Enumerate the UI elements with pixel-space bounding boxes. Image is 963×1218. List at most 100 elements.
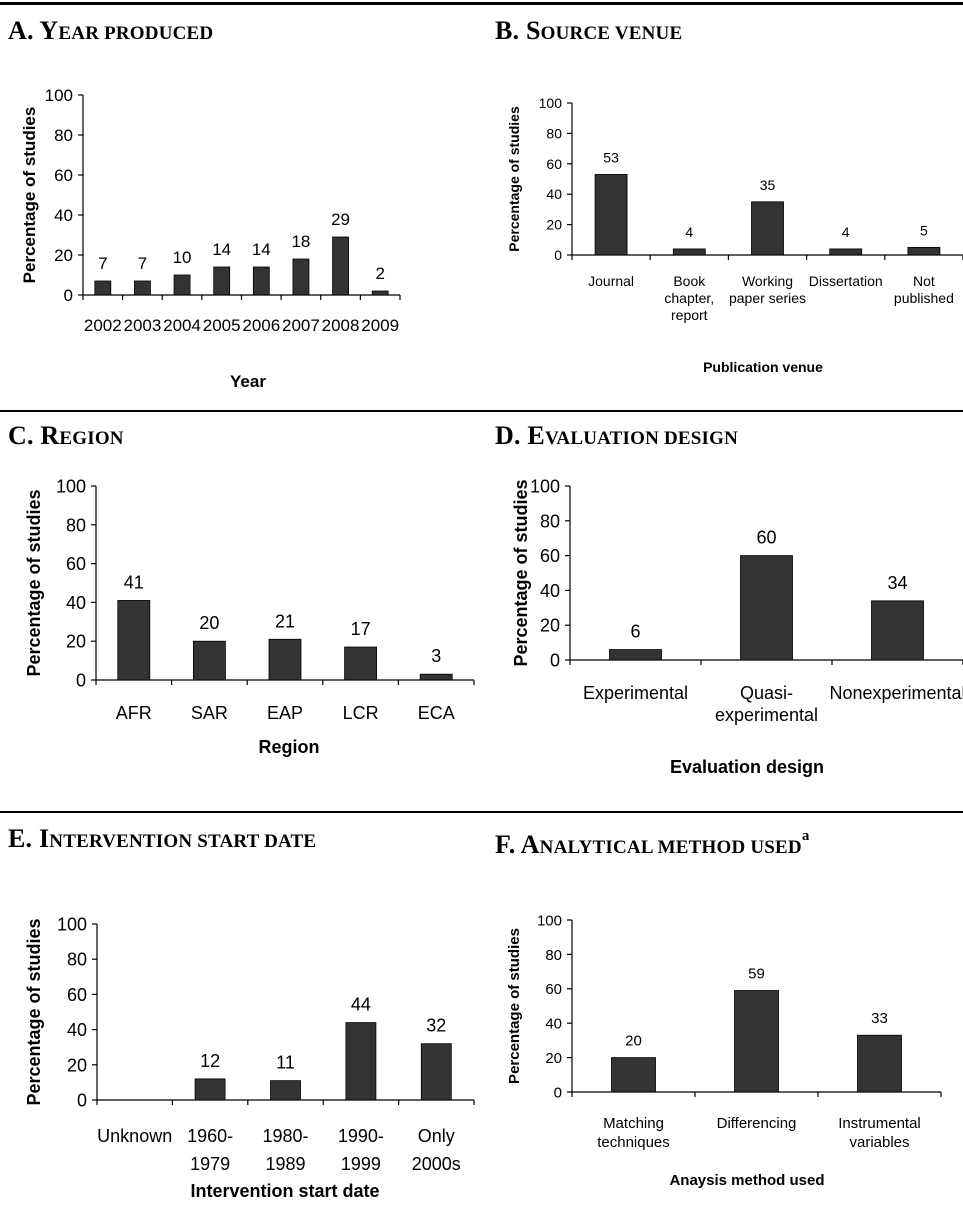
bar-d-1 <box>740 555 793 661</box>
data-label-e-1: 12 <box>200 1051 220 1071</box>
y-tick-label-b-40: 40 <box>546 186 562 202</box>
data-label-c-3: 17 <box>351 619 371 639</box>
y-tick-label-c-40: 40 <box>66 593 86 613</box>
bar-b-2 <box>751 201 784 256</box>
x-tick-label-b-2-1: paper series <box>729 290 806 306</box>
x-tick-label-f-0-1: techniques <box>597 1134 670 1151</box>
x-tick-label-c-1-0: SAR <box>191 703 228 723</box>
chart-intervention-start-date: 0 20 40 60 80 100 Unknown 12 1960- 1979 11 1980- 198… <box>24 914 475 1201</box>
x-tick-label-b-3-0: Dissertation <box>809 273 883 289</box>
x-tick-label-e-2-0: 1980- <box>262 1126 308 1146</box>
x-tick-label-c-4-0: ECA <box>418 703 455 723</box>
x-tick-label-a-0-0: 2002 <box>84 316 122 335</box>
data-label-b-1: 4 <box>685 224 693 240</box>
x-tick-label-a-3-0: 2005 <box>203 316 241 335</box>
y-tick-label-e-40: 40 <box>67 1020 87 1040</box>
data-label-d-1: 60 <box>756 528 776 548</box>
x-tick-label-f-2-0: Instrumental <box>838 1115 921 1132</box>
y-tick-label-c-20: 20 <box>66 632 86 652</box>
y-tick-label-f-40: 40 <box>545 1016 562 1033</box>
bar-f-0 <box>611 1057 656 1093</box>
data-label-a-3: 14 <box>212 240 231 259</box>
x-tick-label-e-4-0: Only <box>418 1126 455 1146</box>
x-tick-label-e-3-0: 1990- <box>338 1126 384 1146</box>
data-label-a-1: 7 <box>138 254 147 273</box>
y-axis-title-b: Percentage of studies <box>506 106 522 252</box>
data-label-b-4: 5 <box>920 222 928 238</box>
y-axis-title-d: Percentage of studies <box>511 479 531 666</box>
panel-title-d: D. EVALUATION DESIGN <box>495 421 739 450</box>
x-tick-label-e-1-1: 1979 <box>190 1154 230 1174</box>
y-tick-label-a-0: 0 <box>64 286 73 305</box>
bar-e-2 <box>270 1080 301 1101</box>
y-tick-label-b-60: 60 <box>546 156 562 172</box>
x-tick-label-e-3-1: 1999 <box>341 1154 381 1174</box>
y-tick-label-f-80: 80 <box>545 947 562 964</box>
bar-f-2 <box>857 1034 902 1093</box>
x-tick-label-c-3-0: LCR <box>343 703 379 723</box>
data-label-d-2: 34 <box>887 573 907 593</box>
bar-c-1 <box>192 640 226 681</box>
data-label-f-0: 20 <box>625 1033 642 1050</box>
data-label-c-4: 3 <box>431 646 441 666</box>
x-axis-title-e: Intervention start date <box>190 1181 379 1201</box>
y-tick-label-c-100: 100 <box>56 476 86 496</box>
bar-c-4 <box>419 673 453 681</box>
x-tick-label-b-4-0: Not <box>913 273 935 289</box>
x-tick-label-b-0-0: Journal <box>588 273 634 289</box>
panel-title-a: A. YEAR PRODUCED <box>8 16 214 45</box>
y-tick-label-e-60: 60 <box>67 985 87 1005</box>
y-tick-label-d-80: 80 <box>540 511 560 531</box>
bar-d-2 <box>871 600 924 661</box>
x-axis-title-a: Year <box>230 372 266 391</box>
y-tick-label-f-20: 20 <box>545 1050 562 1067</box>
data-label-e-2: 11 <box>276 1053 295 1073</box>
x-tick-label-b-1-2: report <box>671 307 708 323</box>
x-tick-label-e-2-1: 1989 <box>265 1154 305 1174</box>
x-tick-label-a-7-0: 2009 <box>361 316 399 335</box>
bar-e-4 <box>420 1043 452 1101</box>
panel-title-b: B. SOURCE VENUE <box>495 16 683 45</box>
y-tick-label-d-100: 100 <box>530 476 560 496</box>
bar-f-1 <box>734 990 779 1093</box>
data-label-e-4: 32 <box>426 1016 446 1036</box>
bar-b-3 <box>829 248 863 256</box>
x-tick-label-e-4-1: 2000s <box>412 1154 461 1174</box>
data-label-e-3: 44 <box>351 995 371 1015</box>
divider-rule-2 <box>0 811 963 813</box>
data-label-f-1: 59 <box>748 966 765 983</box>
x-tick-label-b-1-0: Book <box>673 273 706 289</box>
data-label-b-3: 4 <box>842 224 850 240</box>
x-tick-label-a-1-0: 2003 <box>124 316 162 335</box>
y-tick-label-a-80: 80 <box>54 126 73 145</box>
y-tick-label-d-0: 0 <box>550 650 560 670</box>
y-tick-label-f-100: 100 <box>537 912 562 929</box>
y-tick-label-c-0: 0 <box>76 670 86 690</box>
y-tick-label-f-60: 60 <box>545 981 562 998</box>
x-tick-label-a-2-0: 2004 <box>163 316 201 335</box>
x-tick-label-a-4-0: 2006 <box>242 316 280 335</box>
y-axis-title-a: Percentage of studies <box>20 107 39 284</box>
data-label-a-5: 18 <box>291 232 310 251</box>
chart-source-venue: 0 20 40 60 80 100 53 Journal 4 Bookchapter,report… <box>506 95 963 375</box>
bar-a-6 <box>332 236 349 296</box>
bar-a-2 <box>173 274 191 296</box>
x-tick-label-d-1-1: experimental <box>715 705 818 725</box>
bar-c-2 <box>268 638 302 681</box>
data-label-a-2: 10 <box>173 248 192 267</box>
y-tick-label-a-40: 40 <box>54 206 73 225</box>
x-tick-label-c-2-0: EAP <box>267 703 303 723</box>
bar-a-5 <box>292 258 310 296</box>
y-tick-label-c-60: 60 <box>66 554 86 574</box>
bar-c-0 <box>117 600 151 681</box>
y-tick-label-d-20: 20 <box>540 616 560 636</box>
x-tick-label-f-2-1: variables <box>849 1134 909 1151</box>
bar-b-1 <box>672 248 706 256</box>
y-axis-title-c: Percentage of studies <box>24 489 44 676</box>
data-label-c-2: 21 <box>275 611 295 631</box>
data-label-c-1: 20 <box>199 613 219 633</box>
y-tick-label-a-60: 60 <box>54 166 73 185</box>
bar-a-0 <box>94 280 112 296</box>
bar-b-4 <box>907 246 941 256</box>
x-tick-label-b-4-1: published <box>894 290 954 306</box>
